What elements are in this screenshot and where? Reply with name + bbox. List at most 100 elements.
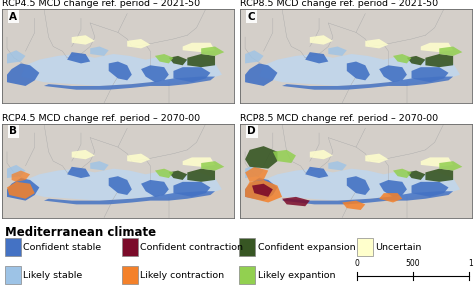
Polygon shape — [379, 180, 407, 197]
Polygon shape — [245, 64, 277, 86]
Polygon shape — [393, 54, 411, 64]
Polygon shape — [90, 161, 109, 170]
Polygon shape — [411, 67, 448, 82]
Polygon shape — [273, 150, 296, 163]
Polygon shape — [305, 167, 328, 178]
Polygon shape — [150, 69, 173, 84]
Polygon shape — [7, 165, 26, 178]
Polygon shape — [12, 170, 30, 182]
Polygon shape — [90, 47, 109, 56]
Polygon shape — [169, 56, 187, 65]
Polygon shape — [141, 180, 169, 197]
Polygon shape — [421, 157, 453, 167]
Polygon shape — [173, 182, 210, 197]
Polygon shape — [305, 52, 328, 64]
Text: C: C — [247, 12, 255, 22]
Text: Mediterranean climate: Mediterranean climate — [5, 226, 156, 239]
Bar — [122, 266, 138, 284]
Polygon shape — [123, 177, 141, 191]
Polygon shape — [201, 47, 224, 56]
Polygon shape — [155, 169, 173, 178]
Polygon shape — [182, 43, 215, 52]
Polygon shape — [127, 39, 150, 48]
Polygon shape — [421, 43, 453, 52]
Polygon shape — [282, 197, 310, 206]
Polygon shape — [21, 54, 222, 86]
Polygon shape — [182, 157, 215, 167]
Polygon shape — [109, 61, 132, 80]
Polygon shape — [7, 50, 26, 64]
Polygon shape — [173, 67, 210, 82]
Polygon shape — [44, 77, 215, 90]
Text: Confident expansion: Confident expansion — [258, 243, 356, 252]
Polygon shape — [201, 161, 224, 170]
Bar — [5, 266, 21, 284]
Polygon shape — [439, 161, 462, 170]
Bar — [239, 238, 255, 257]
Polygon shape — [328, 47, 347, 56]
Polygon shape — [425, 54, 453, 67]
Polygon shape — [155, 54, 173, 64]
Polygon shape — [328, 161, 347, 170]
Polygon shape — [361, 62, 379, 77]
Polygon shape — [407, 56, 425, 65]
Polygon shape — [365, 154, 388, 163]
Bar — [356, 238, 373, 257]
Text: RCP8.5 MCD change ref. period – 2070-00: RCP8.5 MCD change ref. period – 2070-00 — [240, 114, 438, 123]
Polygon shape — [379, 193, 402, 203]
Polygon shape — [72, 150, 95, 159]
Text: 1,000 km: 1,000 km — [469, 259, 474, 268]
Polygon shape — [388, 184, 411, 199]
Polygon shape — [127, 154, 150, 163]
Text: A: A — [9, 12, 18, 22]
Polygon shape — [347, 61, 370, 80]
Polygon shape — [21, 169, 222, 200]
Text: Likely stable: Likely stable — [23, 271, 82, 280]
Bar — [122, 238, 138, 257]
Text: B: B — [9, 127, 18, 136]
Polygon shape — [169, 170, 187, 180]
Polygon shape — [245, 180, 282, 203]
Polygon shape — [407, 170, 425, 180]
Polygon shape — [365, 39, 388, 48]
Text: RCP4.5 MCD change ref. period – 2021-50: RCP4.5 MCD change ref. period – 2021-50 — [2, 0, 201, 8]
Polygon shape — [310, 35, 333, 45]
Polygon shape — [411, 182, 448, 197]
Text: Likely contraction: Likely contraction — [140, 271, 225, 280]
Polygon shape — [310, 150, 333, 159]
Polygon shape — [393, 169, 411, 178]
Text: RCP8.5 MCD change ref. period – 2021-50: RCP8.5 MCD change ref. period – 2021-50 — [240, 0, 438, 8]
Polygon shape — [187, 169, 215, 182]
Polygon shape — [109, 176, 132, 195]
Text: Likely expantion: Likely expantion — [258, 271, 335, 280]
Polygon shape — [245, 146, 277, 169]
Polygon shape — [67, 52, 90, 64]
Text: D: D — [247, 127, 256, 136]
Bar — [5, 238, 21, 257]
Bar — [239, 266, 255, 284]
Text: Uncertain: Uncertain — [375, 243, 421, 252]
Polygon shape — [347, 176, 370, 195]
Polygon shape — [123, 62, 141, 77]
Text: 500: 500 — [406, 259, 420, 268]
Polygon shape — [259, 54, 460, 86]
Polygon shape — [72, 35, 95, 45]
Polygon shape — [388, 69, 411, 84]
Polygon shape — [252, 184, 273, 197]
Polygon shape — [150, 184, 173, 199]
Polygon shape — [282, 77, 453, 90]
Polygon shape — [7, 182, 35, 199]
Polygon shape — [7, 178, 39, 200]
Polygon shape — [361, 177, 379, 191]
Polygon shape — [425, 169, 453, 182]
Polygon shape — [259, 169, 460, 200]
Polygon shape — [67, 167, 90, 178]
Polygon shape — [342, 200, 365, 210]
Polygon shape — [245, 167, 268, 182]
Text: 0: 0 — [354, 259, 359, 268]
Polygon shape — [245, 178, 277, 200]
Polygon shape — [282, 191, 453, 204]
Polygon shape — [379, 65, 407, 82]
Polygon shape — [7, 64, 39, 86]
Text: RCP4.5 MCD change ref. period – 2070-00: RCP4.5 MCD change ref. period – 2070-00 — [2, 114, 201, 123]
